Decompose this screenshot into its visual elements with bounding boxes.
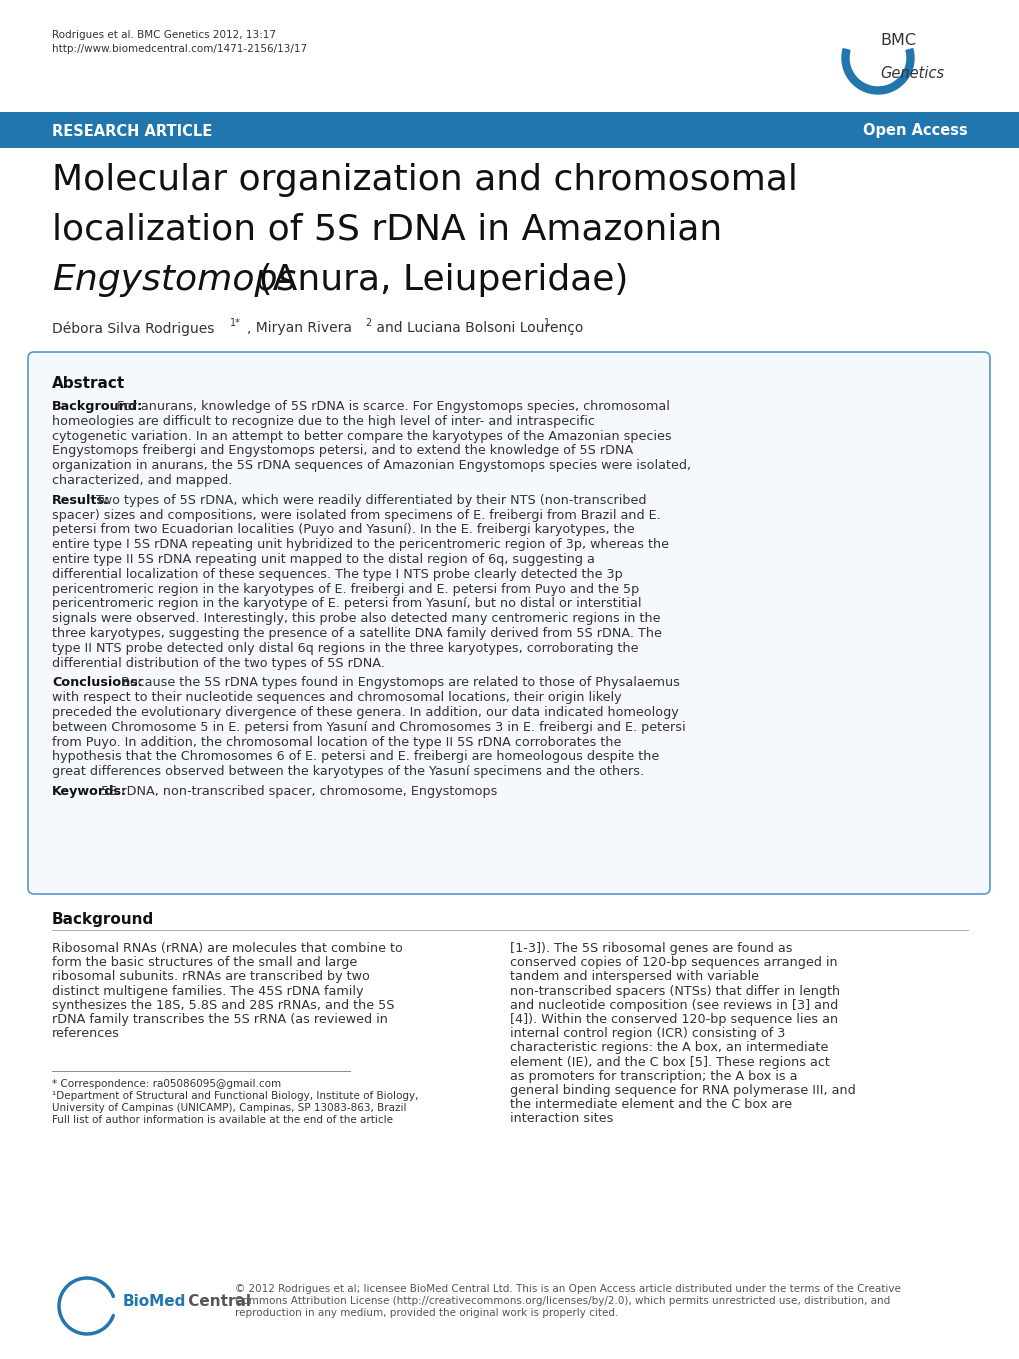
Text: Abstract: Abstract xyxy=(52,376,125,391)
Text: Background: Background xyxy=(52,912,154,927)
Bar xyxy=(0,111,1019,148)
Text: localization of 5S rDNA in Amazonian: localization of 5S rDNA in Amazonian xyxy=(52,213,721,247)
Text: BMC: BMC xyxy=(879,33,915,48)
Text: hypothesis that the Chromosomes 6 of E. petersi and E. freibergi are homeologous: hypothesis that the Chromosomes 6 of E. … xyxy=(52,750,658,764)
Text: Central: Central xyxy=(182,1294,251,1309)
Text: pericentromeric region in the karyotype of E. petersi from Yasuní, but no distal: pericentromeric region in the karyotype … xyxy=(52,598,641,610)
Polygon shape xyxy=(841,49,913,94)
Text: synthesizes the 18S, 5.8S and 28S rRNAs, and the 5S: synthesizes the 18S, 5.8S and 28S rRNAs,… xyxy=(52,999,394,1012)
Text: and nucleotide composition (see reviews in [3] and: and nucleotide composition (see reviews … xyxy=(510,999,838,1012)
Text: internal control region (ICR) consisting of 3: internal control region (ICR) consisting… xyxy=(510,1027,785,1040)
Text: Background:: Background: xyxy=(52,400,143,413)
Text: 5S rDNA, non-transcribed spacer, chromosome, Engystomops: 5S rDNA, non-transcribed spacer, chromos… xyxy=(101,786,496,798)
Text: three karyotypes, suggesting the presence of a satellite DNA family derived from: three karyotypes, suggesting the presenc… xyxy=(52,626,661,640)
Text: homeologies are difficult to recognize due to the high level of inter- and intra: homeologies are difficult to recognize d… xyxy=(52,414,594,428)
Text: RESEARCH ARTICLE: RESEARCH ARTICLE xyxy=(52,124,212,139)
Text: interaction sites: interaction sites xyxy=(510,1113,612,1125)
Text: characteristic regions: the A box, an intermediate: characteristic regions: the A box, an in… xyxy=(510,1041,827,1055)
Text: entire type I 5S rDNA repeating unit hybridized to the pericentromeric region of: entire type I 5S rDNA repeating unit hyb… xyxy=(52,538,668,552)
Text: Open Access: Open Access xyxy=(862,124,967,139)
Text: with respect to their nucleotide sequences and chromosomal locations, their orig: with respect to their nucleotide sequenc… xyxy=(52,692,621,704)
Text: from Puyo. In addition, the chromosomal location of the type II 5S rDNA corrobor: from Puyo. In addition, the chromosomal … xyxy=(52,735,621,749)
Text: and Luciana Bolsoni Lourenço: and Luciana Bolsoni Lourenço xyxy=(372,321,583,336)
Text: ribosomal subunits. rRNAs are transcribed by two: ribosomal subunits. rRNAs are transcribe… xyxy=(52,970,370,984)
Text: Conclusions:: Conclusions: xyxy=(52,677,143,689)
Text: distinct multigene families. The 45S rDNA family: distinct multigene families. The 45S rDN… xyxy=(52,985,363,998)
Text: © 2012 Rodrigues et al; licensee BioMed Central Ltd. This is an Open Access arti: © 2012 Rodrigues et al; licensee BioMed … xyxy=(234,1284,900,1294)
Text: University of Campinas (UNICAMP), Campinas, SP 13083-863, Brazil: University of Campinas (UNICAMP), Campin… xyxy=(52,1104,407,1113)
Text: rDNA family transcribes the 5S rRNA (as reviewed in: rDNA family transcribes the 5S rRNA (as … xyxy=(52,1012,387,1026)
Text: Two types of 5S rDNA, which were readily differentiated by their NTS (non-transc: Two types of 5S rDNA, which were readily… xyxy=(92,493,646,507)
Text: 1: 1 xyxy=(543,318,549,328)
Text: pericentromeric region in the karyotypes of E. freibergi and E. petersi from Puy: pericentromeric region in the karyotypes… xyxy=(52,583,639,595)
Text: signals were observed. Interestingly, this probe also detected many centromeric : signals were observed. Interestingly, th… xyxy=(52,612,660,625)
Text: as promoters for transcription; the A box is a: as promoters for transcription; the A bo… xyxy=(510,1070,797,1083)
Text: tandem and interspersed with variable: tandem and interspersed with variable xyxy=(510,970,758,984)
Text: characterized, and mapped.: characterized, and mapped. xyxy=(52,474,232,487)
Text: Molecular organization and chromosomal: Molecular organization and chromosomal xyxy=(52,163,797,197)
Text: [4]). Within the conserved 120-bp sequence lies an: [4]). Within the conserved 120-bp sequen… xyxy=(510,1012,838,1026)
Text: great differences observed between the karyotypes of the Yasuní specimens and th: great differences observed between the k… xyxy=(52,765,643,779)
Text: differential distribution of the two types of 5S rDNA.: differential distribution of the two typ… xyxy=(52,656,384,670)
Text: form the basic structures of the small and large: form the basic structures of the small a… xyxy=(52,957,357,969)
Text: Engystomops: Engystomops xyxy=(52,264,296,298)
Text: (Anura, Leiuperidae): (Anura, Leiuperidae) xyxy=(247,264,628,298)
Text: petersi from two Ecuadorian localities (Puyo and Yasuní). In the E. freibergi ka: petersi from two Ecuadorian localities (… xyxy=(52,523,634,537)
Text: Full list of author information is available at the end of the article: Full list of author information is avail… xyxy=(52,1116,392,1125)
Text: organization in anurans, the 5S rDNA sequences of Amazonian Engystomops species : organization in anurans, the 5S rDNA seq… xyxy=(52,459,691,472)
Text: entire type II 5S rDNA repeating unit mapped to the distal region of 6q, suggest: entire type II 5S rDNA repeating unit ma… xyxy=(52,553,594,565)
Text: differential localization of these sequences. The type I NTS probe clearly detec: differential localization of these seque… xyxy=(52,568,623,580)
Text: general binding sequence for RNA polymerase III, and: general binding sequence for RNA polymer… xyxy=(510,1084,855,1097)
Text: Results:: Results: xyxy=(52,493,110,507)
Text: Commons Attribution License (http://creativecommons.org/licenses/by/2.0), which : Commons Attribution License (http://crea… xyxy=(234,1296,890,1306)
Text: Ribosomal RNAs (rRNA) are molecules that combine to: Ribosomal RNAs (rRNA) are molecules that… xyxy=(52,942,403,955)
Text: conserved copies of 120-bp sequences arranged in: conserved copies of 120-bp sequences arr… xyxy=(510,957,837,969)
Text: non-transcribed spacers (NTSs) that differ in length: non-transcribed spacers (NTSs) that diff… xyxy=(510,985,840,998)
Text: Because the 5S rDNA types found in Engystomops are related to those of Physalaem: Because the 5S rDNA types found in Engys… xyxy=(117,677,679,689)
Text: , Miryan Rivera: , Miryan Rivera xyxy=(247,321,352,336)
Text: between Chromosome 5 in E. petersi from Yasuní and Chromosomes 3 in E. freibergi: between Chromosome 5 in E. petersi from … xyxy=(52,720,685,734)
Text: Débora Silva Rodrigues: Débora Silva Rodrigues xyxy=(52,321,214,336)
Text: * Correspondence: ra05086095@gmail.com: * Correspondence: ra05086095@gmail.com xyxy=(52,1079,281,1090)
Text: element (IE), and the C box [5]. These regions act: element (IE), and the C box [5]. These r… xyxy=(510,1056,829,1068)
Text: the intermediate element and the C box are: the intermediate element and the C box a… xyxy=(510,1098,792,1112)
Text: spacer) sizes and compositions, were isolated from specimens of E. freibergi fro: spacer) sizes and compositions, were iso… xyxy=(52,508,660,522)
FancyBboxPatch shape xyxy=(28,352,989,894)
Text: Genetics: Genetics xyxy=(879,67,944,82)
Text: Keywords:: Keywords: xyxy=(52,786,127,798)
Text: reproduction in any medium, provided the original work is properly cited.: reproduction in any medium, provided the… xyxy=(234,1307,618,1318)
Text: references: references xyxy=(52,1027,120,1040)
Text: Rodrigues et al. BMC Genetics 2012, 13:17: Rodrigues et al. BMC Genetics 2012, 13:1… xyxy=(52,30,276,39)
Text: Engystomops freibergi and Engystomops petersi, and to extend the knowledge of 5S: Engystomops freibergi and Engystomops pe… xyxy=(52,444,633,458)
Text: ¹Department of Structural and Functional Biology, Institute of Biology,: ¹Department of Structural and Functional… xyxy=(52,1091,418,1101)
Text: cytogenetic variation. In an attempt to better compare the karyotypes of the Ama: cytogenetic variation. In an attempt to … xyxy=(52,429,671,443)
Text: For anurans, knowledge of 5S rDNA is scarce. For Engystomops species, chromosoma: For anurans, knowledge of 5S rDNA is sca… xyxy=(113,400,669,413)
Text: preceded the evolutionary divergence of these genera. In addition, our data indi: preceded the evolutionary divergence of … xyxy=(52,705,678,719)
Text: http://www.biomedcentral.com/1471-2156/13/17: http://www.biomedcentral.com/1471-2156/1… xyxy=(52,43,307,54)
Text: [1-3]). The 5S ribosomal genes are found as: [1-3]). The 5S ribosomal genes are found… xyxy=(510,942,792,955)
Text: BioMed: BioMed xyxy=(123,1294,186,1309)
Text: type II NTS probe detected only distal 6q regions in the three karyotypes, corro: type II NTS probe detected only distal 6… xyxy=(52,641,638,655)
Text: 2: 2 xyxy=(365,318,371,328)
Text: 1*: 1* xyxy=(229,318,240,328)
